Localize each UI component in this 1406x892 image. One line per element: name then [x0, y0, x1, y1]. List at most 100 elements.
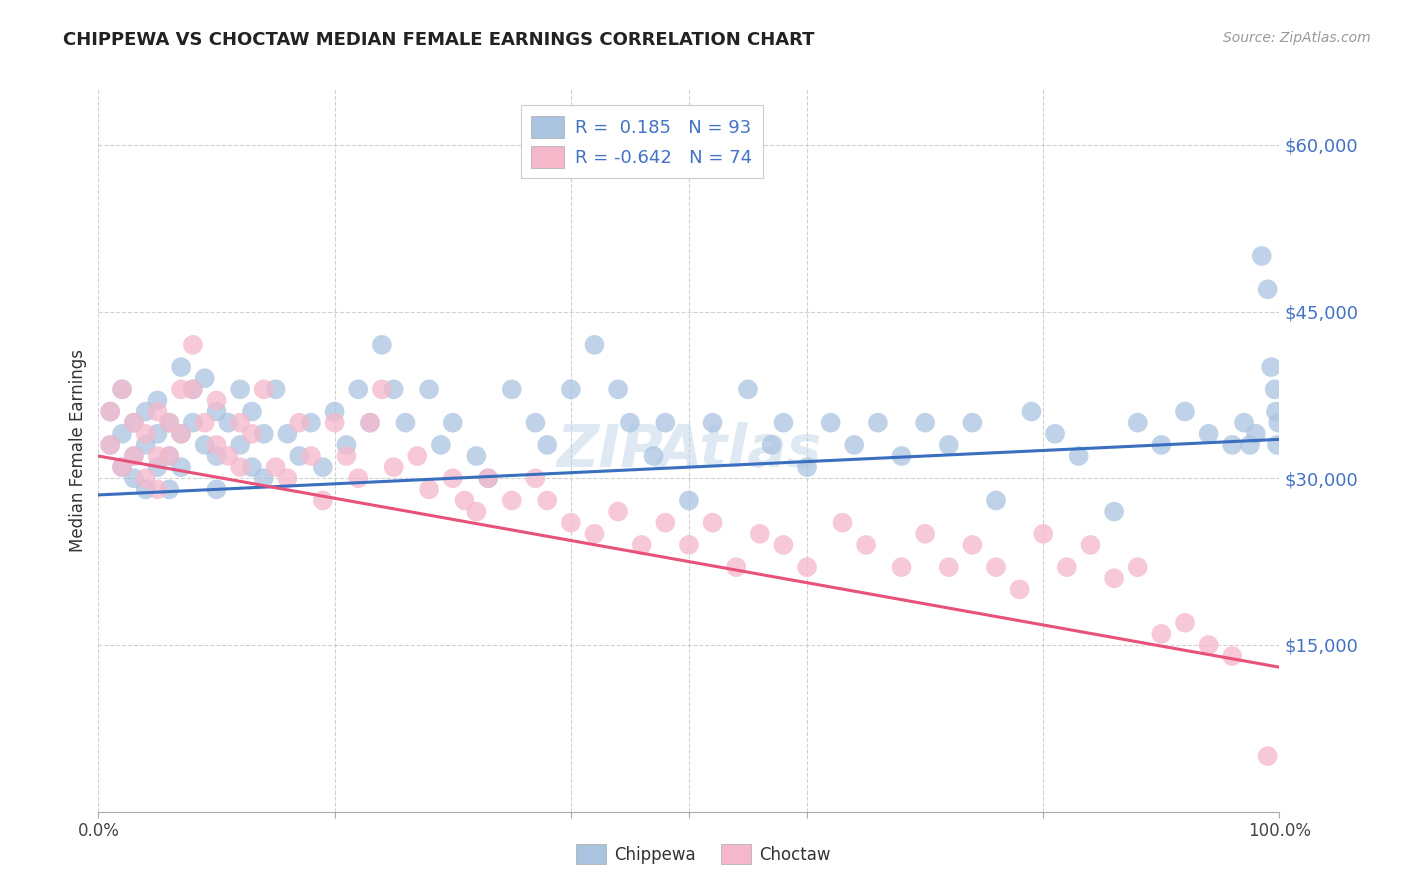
Point — [111, 426, 134, 441]
Point — [1260, 360, 1282, 375]
Point — [654, 516, 676, 530]
Point — [170, 426, 193, 441]
Point — [938, 560, 960, 574]
Point — [98, 438, 121, 452]
Point — [229, 382, 252, 396]
Point — [1220, 438, 1243, 452]
Point — [157, 449, 180, 463]
Point — [406, 449, 429, 463]
Point — [170, 426, 193, 441]
Point — [323, 404, 346, 418]
Point — [453, 493, 475, 508]
Point — [1174, 615, 1197, 630]
Point — [1244, 426, 1267, 441]
Point — [1257, 282, 1279, 296]
Point — [501, 382, 523, 396]
Point — [135, 438, 157, 452]
Point — [1174, 404, 1197, 418]
Point — [111, 460, 134, 475]
Point — [98, 438, 121, 452]
Point — [394, 416, 416, 430]
Point — [205, 393, 228, 408]
Point — [122, 449, 145, 463]
Point — [536, 438, 558, 452]
Point — [157, 449, 180, 463]
Point — [217, 449, 239, 463]
Point — [170, 360, 193, 375]
Point — [607, 505, 630, 519]
Point — [288, 416, 311, 430]
Y-axis label: Median Female Earnings: Median Female Earnings — [69, 349, 87, 552]
Point — [1067, 449, 1090, 463]
Point — [122, 416, 145, 430]
Point — [194, 416, 217, 430]
Point — [796, 460, 818, 475]
Point — [253, 382, 276, 396]
Point — [962, 538, 984, 552]
Point — [359, 416, 381, 430]
Point — [205, 483, 228, 497]
Point — [583, 338, 606, 352]
Point — [678, 493, 700, 508]
Point — [654, 416, 676, 430]
Point — [1265, 438, 1288, 452]
Point — [866, 416, 889, 430]
Point — [146, 404, 169, 418]
Point — [181, 416, 204, 430]
Point — [748, 526, 770, 541]
Point — [418, 483, 440, 497]
Point — [914, 416, 936, 430]
Point — [98, 404, 121, 418]
Point — [299, 416, 322, 430]
Point — [607, 382, 630, 396]
Point — [1250, 249, 1272, 263]
Point — [844, 438, 866, 452]
Point — [583, 526, 606, 541]
Point — [430, 438, 453, 452]
Point — [984, 493, 1007, 508]
Point — [1257, 749, 1279, 764]
Point — [135, 471, 157, 485]
Point — [441, 471, 464, 485]
Point — [276, 426, 298, 441]
Point — [890, 449, 912, 463]
Point — [441, 416, 464, 430]
Point — [524, 416, 547, 430]
Point — [1102, 505, 1125, 519]
Point — [477, 471, 499, 485]
Point — [772, 416, 794, 430]
Point — [157, 416, 180, 430]
Point — [181, 338, 204, 352]
Point — [217, 416, 239, 430]
Point — [229, 460, 252, 475]
Point — [229, 416, 252, 430]
Point — [323, 416, 346, 430]
Point — [1239, 438, 1261, 452]
Point — [146, 426, 169, 441]
Point — [465, 505, 488, 519]
Point — [1264, 404, 1286, 418]
Point — [1150, 438, 1173, 452]
Point — [264, 382, 287, 396]
Point — [643, 449, 665, 463]
Point — [536, 493, 558, 508]
Point — [855, 538, 877, 552]
Point — [135, 483, 157, 497]
Point — [181, 382, 204, 396]
Point — [772, 538, 794, 552]
Point — [560, 516, 582, 530]
Point — [560, 382, 582, 396]
Point — [347, 382, 370, 396]
Point — [181, 382, 204, 396]
Point — [371, 338, 394, 352]
Point — [135, 404, 157, 418]
Point — [1233, 416, 1256, 430]
Point — [240, 460, 263, 475]
Point — [240, 404, 263, 418]
Point — [477, 471, 499, 485]
Point — [702, 416, 724, 430]
Point — [229, 438, 252, 452]
Point — [253, 471, 276, 485]
Point — [702, 516, 724, 530]
Point — [1032, 526, 1054, 541]
